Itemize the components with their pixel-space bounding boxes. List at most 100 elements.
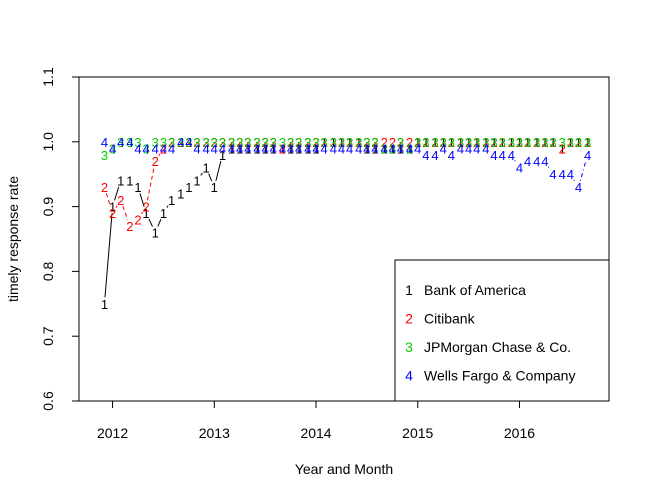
y-tick-label: 0.9 bbox=[40, 197, 56, 217]
series-1-point: 1 bbox=[533, 135, 540, 150]
series-2-segment bbox=[105, 193, 112, 208]
series-3-point: 3 bbox=[448, 135, 455, 150]
series-4-point: 4 bbox=[567, 167, 574, 182]
series-4-point: 4 bbox=[355, 141, 362, 156]
series-1-point: 1 bbox=[448, 135, 455, 150]
series-4-point: 4 bbox=[397, 141, 404, 156]
series-4-segment bbox=[514, 159, 517, 163]
series-2-segment bbox=[122, 206, 129, 221]
series-4-point: 4 bbox=[473, 141, 480, 156]
series-4-point: 4 bbox=[516, 161, 523, 176]
series-3-point: 3 bbox=[262, 135, 269, 150]
series-4-point: 4 bbox=[338, 141, 345, 156]
series-1-point: 1 bbox=[219, 148, 226, 163]
series-4-point: 4 bbox=[262, 141, 269, 156]
series-1-point: 1 bbox=[312, 141, 319, 156]
series-1-point: 1 bbox=[524, 135, 531, 150]
series-3-point: 3 bbox=[134, 135, 141, 150]
series-1-point: 1 bbox=[482, 135, 489, 150]
series-1-point: 1 bbox=[516, 135, 523, 150]
legend-symbol-2: 2 bbox=[405, 311, 413, 327]
series-1-point: 1 bbox=[109, 200, 116, 215]
series-3-point: 3 bbox=[168, 135, 175, 150]
series-1-point: 1 bbox=[422, 135, 429, 150]
series-4-point: 4 bbox=[559, 167, 566, 182]
series-1-point: 1 bbox=[414, 135, 421, 150]
series-1-point: 1 bbox=[465, 135, 472, 150]
series-4-point: 4 bbox=[203, 141, 210, 156]
series-4-point: 4 bbox=[244, 141, 251, 156]
series-3-point: 3 bbox=[473, 135, 480, 150]
series-2-point: 2 bbox=[177, 135, 184, 150]
y-tick-label: 0.6 bbox=[40, 391, 56, 411]
series-3-point: 3 bbox=[440, 135, 447, 150]
legend-label-4: Wells Fargo & Company bbox=[424, 368, 575, 384]
y-tick-label: 1.1 bbox=[40, 67, 56, 87]
series-3-point: 3 bbox=[363, 135, 370, 150]
series-4-point: 4 bbox=[168, 141, 175, 156]
series-3-point: 3 bbox=[117, 135, 124, 150]
series-3-point: 3 bbox=[287, 135, 294, 150]
series-4-point: 4 bbox=[389, 141, 396, 156]
series-3-point: 3 bbox=[109, 141, 116, 156]
series-4-segment bbox=[547, 166, 551, 169]
series-4-point: 4 bbox=[406, 141, 413, 156]
series-4-point: 4 bbox=[287, 141, 294, 156]
series-1-point: 1 bbox=[203, 161, 210, 176]
series-2-point: 2 bbox=[381, 135, 388, 150]
series-2-point: 2 bbox=[431, 135, 438, 150]
series-2-point: 2 bbox=[160, 141, 167, 156]
series-2-point: 2 bbox=[211, 135, 218, 150]
series-2-segment bbox=[141, 211, 144, 215]
series-3-point: 3 bbox=[524, 135, 531, 150]
series-3-point: 3 bbox=[575, 135, 582, 150]
series-1-point: 1 bbox=[431, 135, 438, 150]
series-2-point: 2 bbox=[422, 135, 429, 150]
series-4-point: 4 bbox=[270, 141, 277, 156]
series-2-point: 2 bbox=[499, 135, 506, 150]
series-3-point: 3 bbox=[457, 135, 464, 150]
series-3-point: 3 bbox=[270, 135, 277, 150]
series-1-segment bbox=[166, 205, 169, 208]
series-4-point: 4 bbox=[126, 135, 133, 150]
series-4-point: 4 bbox=[236, 141, 243, 156]
series-1-point: 1 bbox=[304, 141, 311, 156]
legend-label-3: JPMorgan Chase & Co. bbox=[424, 339, 571, 355]
series-1-point: 1 bbox=[279, 141, 286, 156]
series-4-point: 4 bbox=[143, 141, 150, 156]
series-2-point: 2 bbox=[473, 135, 480, 150]
series-1-point: 1 bbox=[490, 135, 497, 150]
series-2-point: 2 bbox=[355, 135, 362, 150]
series-3-point: 3 bbox=[338, 135, 345, 150]
legend-symbol-1: 1 bbox=[405, 282, 413, 298]
series-1-point: 1 bbox=[499, 135, 506, 150]
series-1-point: 1 bbox=[160, 206, 167, 221]
series-3-point: 3 bbox=[330, 135, 337, 150]
series-2-point: 2 bbox=[584, 135, 591, 150]
x-tick-label: 2014 bbox=[300, 425, 331, 441]
series-1-segment bbox=[200, 172, 203, 176]
series-1-point: 1 bbox=[559, 141, 566, 156]
series-4-point: 4 bbox=[533, 154, 540, 169]
series-1-point: 1 bbox=[228, 141, 235, 156]
legend-box bbox=[394, 259, 610, 402]
x-tick-label: 2013 bbox=[199, 425, 230, 441]
series-2-point: 2 bbox=[448, 135, 455, 150]
series-2-point: 2 bbox=[508, 135, 515, 150]
series-1-point: 1 bbox=[321, 135, 328, 150]
series-2-segment bbox=[158, 153, 161, 157]
series-1-point: 1 bbox=[270, 141, 277, 156]
series-1-segment bbox=[148, 218, 153, 227]
series-3-point: 3 bbox=[321, 135, 328, 150]
series-4-point: 4 bbox=[499, 148, 506, 163]
series-3-point: 3 bbox=[541, 135, 548, 150]
series-2-point: 2 bbox=[287, 135, 294, 150]
series-3-point: 3 bbox=[499, 135, 506, 150]
series-4-point: 4 bbox=[312, 141, 319, 156]
series-4-point: 4 bbox=[465, 141, 472, 156]
series-3-point: 3 bbox=[346, 135, 353, 150]
